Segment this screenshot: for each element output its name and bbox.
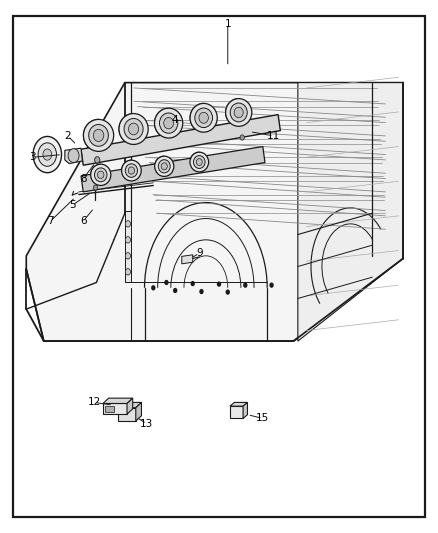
Circle shape: [199, 289, 204, 294]
Ellipse shape: [83, 119, 114, 151]
Polygon shape: [230, 406, 243, 418]
Ellipse shape: [98, 171, 104, 179]
Ellipse shape: [43, 149, 52, 160]
Polygon shape: [26, 83, 403, 341]
Ellipse shape: [155, 156, 174, 176]
Text: 6: 6: [80, 216, 87, 226]
Text: 4: 4: [172, 115, 179, 125]
Ellipse shape: [125, 164, 138, 177]
Ellipse shape: [128, 167, 134, 174]
Circle shape: [125, 237, 131, 243]
Ellipse shape: [190, 152, 208, 172]
Ellipse shape: [124, 118, 143, 140]
Ellipse shape: [122, 160, 141, 181]
Polygon shape: [103, 403, 127, 414]
Circle shape: [164, 280, 169, 285]
Ellipse shape: [128, 123, 139, 135]
Circle shape: [269, 282, 274, 288]
Polygon shape: [298, 83, 403, 341]
Ellipse shape: [199, 112, 208, 123]
Circle shape: [125, 269, 131, 275]
Polygon shape: [127, 398, 133, 414]
Polygon shape: [118, 402, 141, 408]
Text: 5: 5: [69, 200, 76, 210]
Ellipse shape: [230, 103, 247, 122]
Ellipse shape: [93, 130, 104, 141]
Circle shape: [243, 282, 247, 288]
Polygon shape: [125, 211, 131, 282]
Ellipse shape: [91, 164, 111, 185]
Ellipse shape: [158, 160, 170, 173]
Ellipse shape: [89, 125, 108, 146]
Polygon shape: [230, 402, 247, 406]
Polygon shape: [136, 402, 141, 421]
Text: 9: 9: [196, 248, 203, 258]
Text: 13: 13: [140, 419, 153, 429]
Text: 1: 1: [224, 19, 231, 29]
Ellipse shape: [161, 163, 167, 170]
Ellipse shape: [234, 107, 243, 118]
Text: 11: 11: [267, 131, 280, 141]
Ellipse shape: [33, 136, 61, 173]
Ellipse shape: [195, 108, 212, 127]
Circle shape: [95, 157, 100, 163]
Text: 7: 7: [47, 216, 54, 226]
Ellipse shape: [226, 99, 252, 126]
Circle shape: [240, 135, 244, 140]
Ellipse shape: [194, 156, 205, 168]
Polygon shape: [243, 402, 247, 418]
Ellipse shape: [196, 159, 202, 165]
Circle shape: [93, 185, 98, 190]
Circle shape: [125, 221, 131, 227]
Polygon shape: [118, 408, 136, 421]
Polygon shape: [105, 406, 114, 412]
Text: 15: 15: [256, 414, 269, 423]
Circle shape: [173, 288, 177, 293]
Ellipse shape: [68, 149, 79, 163]
Polygon shape: [81, 147, 265, 192]
Ellipse shape: [159, 113, 178, 133]
Ellipse shape: [95, 168, 107, 182]
Polygon shape: [182, 255, 193, 264]
Ellipse shape: [164, 117, 173, 129]
Ellipse shape: [38, 143, 57, 166]
Text: 12: 12: [88, 398, 101, 407]
Circle shape: [125, 253, 131, 259]
Circle shape: [191, 281, 195, 286]
Polygon shape: [103, 398, 133, 403]
Polygon shape: [81, 115, 280, 165]
Circle shape: [217, 281, 221, 287]
Text: 3: 3: [29, 152, 36, 162]
Ellipse shape: [119, 114, 148, 144]
Text: 8: 8: [80, 174, 87, 183]
Text: 2: 2: [64, 131, 71, 141]
Circle shape: [226, 289, 230, 295]
Circle shape: [151, 285, 155, 290]
Ellipse shape: [155, 108, 183, 138]
Polygon shape: [65, 148, 82, 164]
Ellipse shape: [190, 103, 217, 132]
